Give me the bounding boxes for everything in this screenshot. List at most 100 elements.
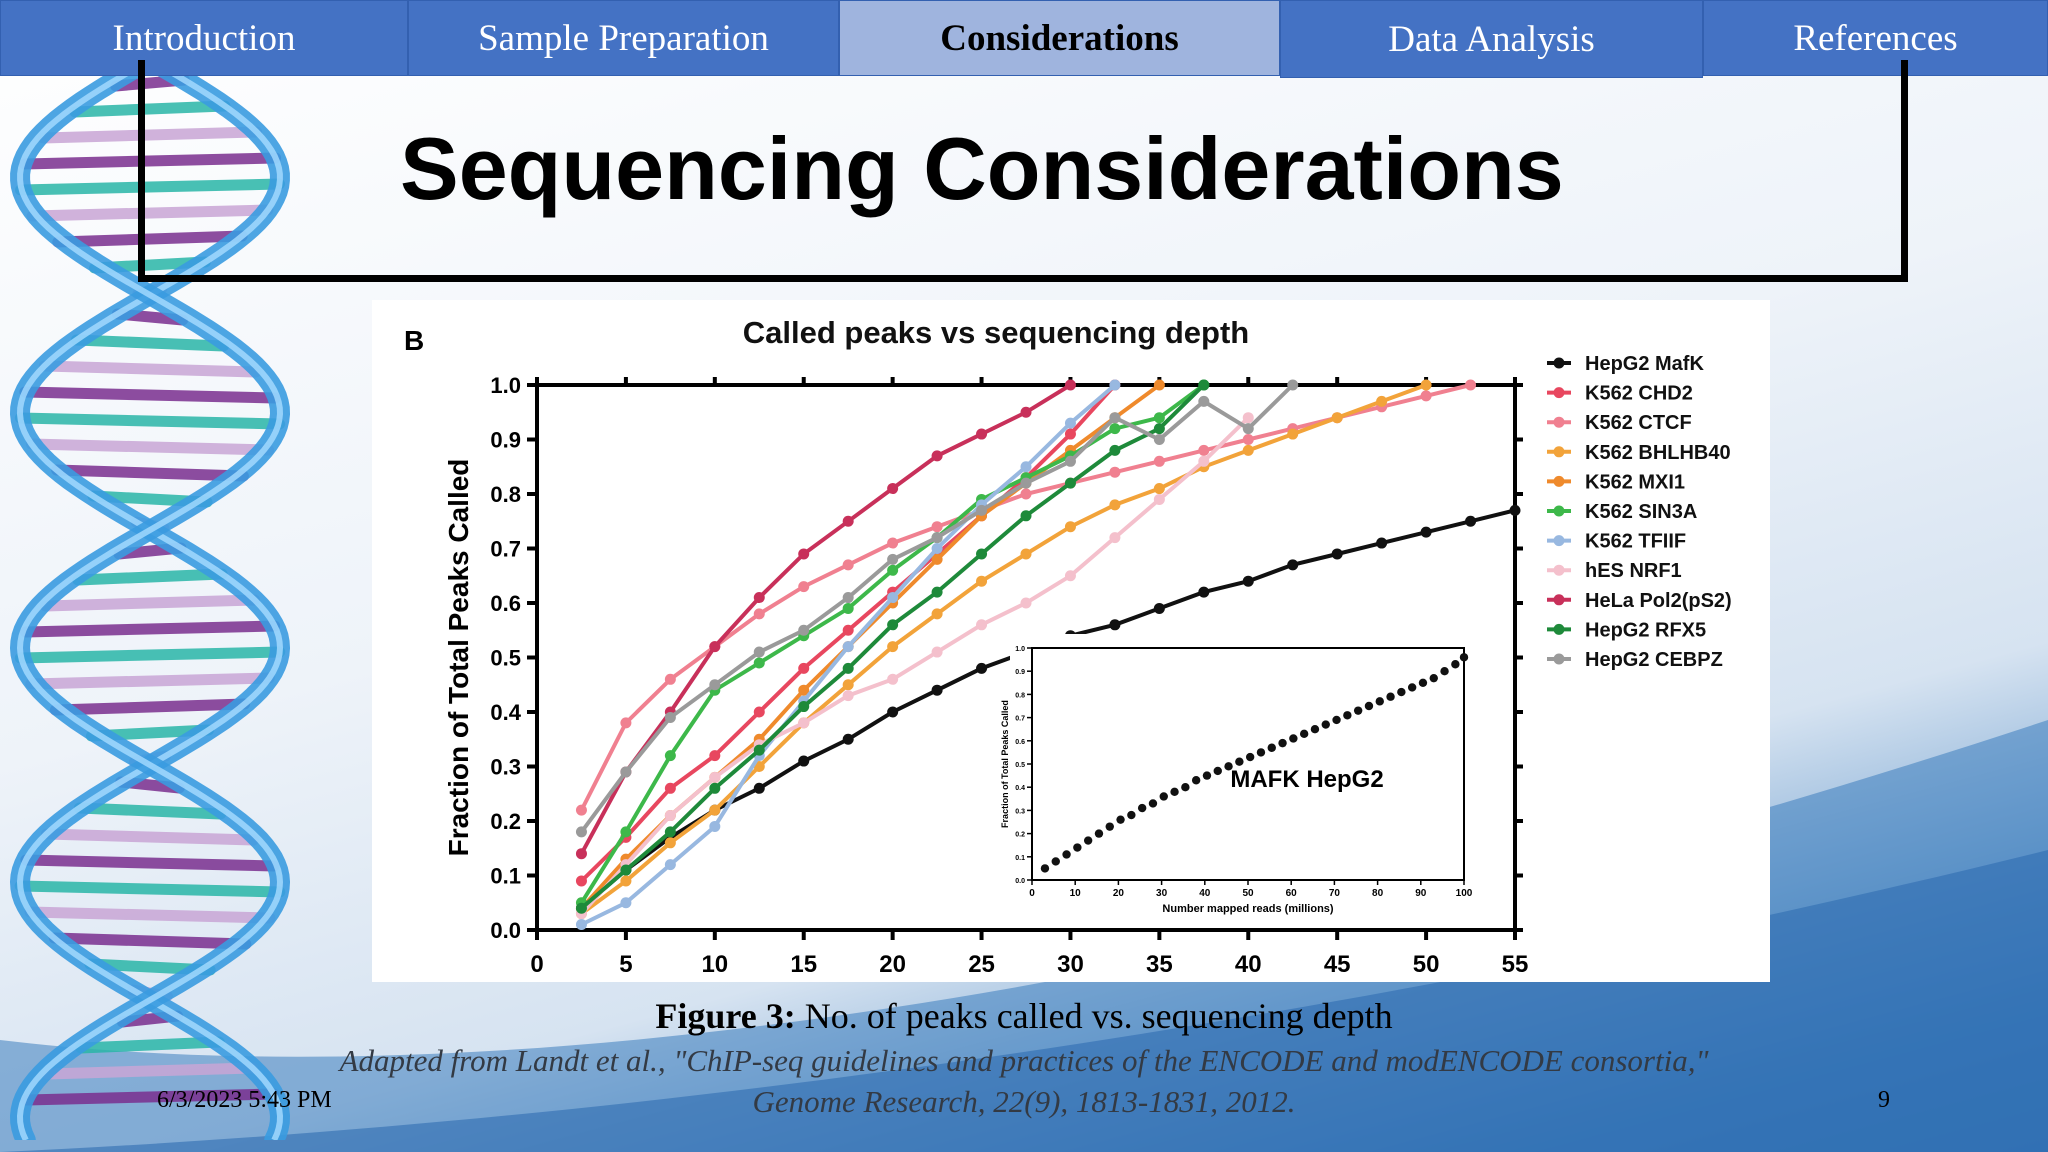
series-point [664, 673, 676, 685]
inset-point [1310, 725, 1320, 734]
series-point [976, 504, 988, 516]
inset-point [1451, 660, 1460, 669]
series-point [664, 859, 676, 871]
series-point [620, 875, 632, 887]
series-point [798, 662, 810, 674]
legend-label: K562 BHLHB40 [1585, 442, 1731, 464]
tab-references[interactable]: References [1703, 0, 2048, 76]
helix-rung [20, 854, 280, 872]
series-point [575, 848, 587, 860]
inset-point [1440, 667, 1449, 676]
inset-y-tick-label: 0.4 [1015, 785, 1025, 792]
helix-rung [69, 100, 231, 118]
inset-point [1073, 843, 1082, 852]
x-tick-label: 50 [1413, 951, 1440, 978]
inset-point [1278, 738, 1287, 748]
series-line [580, 416, 1250, 915]
y-tick-label: 0.0 [490, 918, 521, 943]
series-point [931, 450, 943, 462]
series-point [753, 592, 765, 604]
legend-marker [1553, 594, 1565, 606]
inset-x-tick-label: 70 [1329, 888, 1341, 899]
inset-y-axis-label: Fraction of Total Peaks Called [1000, 700, 1010, 828]
inset-point [1116, 815, 1125, 824]
series-point [887, 619, 899, 631]
series-point [1242, 575, 1254, 587]
helix-rung [26, 204, 274, 222]
series-point [1109, 532, 1121, 544]
series-point [976, 662, 988, 674]
series-point [1020, 406, 1032, 418]
tab-considerations[interactable]: Considerations [839, 0, 1280, 76]
series-point [753, 657, 765, 669]
legend-label: K562 CTCF [1585, 412, 1692, 434]
series-point [664, 810, 676, 822]
series-point [976, 548, 988, 560]
series-point [842, 592, 854, 604]
series-point [709, 679, 721, 691]
peaks-vs-depth-chart: B Called peaks vs sequencing depth Fractio… [404, 315, 1732, 978]
helix-rung [51, 464, 249, 482]
series-point [1198, 444, 1210, 456]
legend-label: HepG2 MafK [1585, 353, 1704, 375]
inset-point [1256, 748, 1266, 757]
x-tick-label: 35 [1146, 951, 1173, 978]
helix-rung [14, 646, 286, 664]
series-point [1109, 619, 1121, 631]
inset-x-tick-label: 90 [1415, 888, 1427, 899]
series-point [887, 673, 899, 685]
helix-rung [48, 932, 252, 950]
series-point [753, 782, 765, 794]
series-point [931, 608, 943, 620]
inset-point [1159, 792, 1168, 801]
series-point [887, 592, 899, 604]
series-point [1020, 597, 1032, 609]
series-point [1376, 537, 1388, 549]
series-point [1153, 423, 1165, 435]
inset-point [1267, 743, 1276, 752]
series-point [1020, 510, 1032, 522]
helix-rung [25, 438, 275, 456]
series-point [575, 902, 587, 914]
series-point [1020, 477, 1032, 489]
series-point [931, 586, 943, 598]
series-point [1064, 521, 1076, 533]
inset-point [1397, 687, 1406, 697]
inset-title: MAFK HepG2 [1230, 766, 1383, 793]
series-point [575, 919, 587, 930]
inset-point [1289, 734, 1298, 743]
series-point [1064, 379, 1076, 391]
inset-y-tick-label: 0.2 [1015, 832, 1025, 839]
series-point [1331, 548, 1343, 560]
legend-label: K562 MXI1 [1585, 471, 1685, 493]
x-tick-label: 55 [1502, 951, 1529, 978]
series-point [753, 646, 765, 658]
series-point [1198, 395, 1210, 407]
series-point [620, 897, 632, 909]
inset-point [1386, 692, 1395, 701]
inset-y-tick-label: 0.1 [1015, 855, 1025, 862]
x-tick-label: 30 [1057, 951, 1084, 978]
tab-introduction[interactable]: Introduction [0, 0, 408, 76]
series-point [798, 717, 810, 729]
series-point [1287, 559, 1299, 571]
series-point [976, 575, 988, 587]
inset-point [1364, 701, 1374, 711]
series-point [1287, 379, 1299, 391]
series-point [1465, 515, 1477, 527]
inset-x-tick-label: 20 [1113, 888, 1125, 899]
x-tick-label: 20 [879, 951, 906, 978]
inset-x-tick-label: 60 [1286, 888, 1298, 899]
helix-rung [73, 802, 227, 820]
y-tick-label: 0.5 [490, 646, 521, 671]
series-point [753, 744, 765, 756]
helix-rung [41, 1062, 259, 1080]
tab-sample-preparation[interactable]: Sample Preparation [408, 0, 839, 76]
tab-data-analysis[interactable]: Data Analysis [1280, 0, 1703, 78]
inset-point [1094, 829, 1104, 838]
series-layer [575, 379, 1521, 930]
series-point [709, 804, 721, 816]
series-point [1242, 444, 1254, 456]
helix-strand-a-highlight [16, 60, 284, 1140]
